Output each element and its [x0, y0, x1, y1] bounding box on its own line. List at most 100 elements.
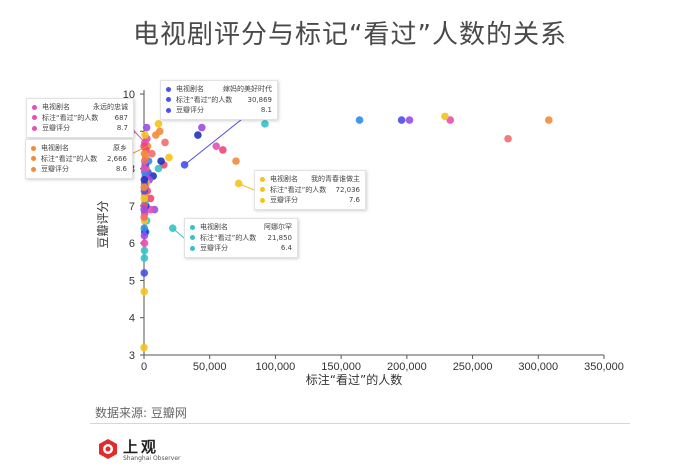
data-point: [161, 138, 169, 147]
legend-dot-icon: [190, 224, 195, 230]
data-point: [140, 149, 149, 158]
data-point: [194, 131, 202, 139]
data-point: [140, 142, 148, 150]
x-tick-label: 300,000: [518, 361, 558, 373]
data-point: [441, 112, 449, 121]
tooltip-row: 豆瓣评分 6.4: [190, 243, 292, 254]
data-point: [140, 194, 149, 203]
x-tick-label: 200,000: [387, 361, 427, 373]
tooltip: 电视剧名 嫁妈的美好时代 标注“看过”的人数 30,869 豆瓣评分 8.1: [160, 80, 278, 120]
tooltip-key: 豆瓣评分: [42, 124, 70, 132]
x-tick-label: 0: [141, 361, 147, 373]
tooltip-row: 标注“看过”的人数 21,850: [190, 233, 292, 244]
tooltip-key: 豆瓣评分: [270, 196, 298, 204]
tooltip-value: 8.6: [115, 165, 127, 173]
tooltip-row: 电视剧名 阿娜尔罕: [190, 222, 292, 233]
tooltip-value: 8.1: [260, 106, 272, 114]
data-point: [148, 149, 156, 158]
legend-dot-icon: [31, 156, 36, 162]
y-tick-label: 3: [129, 350, 135, 362]
data-point: [165, 153, 173, 162]
data-point: [152, 131, 160, 139]
data-point: [140, 254, 149, 262]
tooltip-value: 30,869: [247, 95, 273, 104]
tooltip: 电视剧名 永远的忠诚 标注“看过”的人数 687 豆瓣评分 8.7: [26, 98, 134, 138]
data-point: [232, 157, 240, 165]
tooltip-value: 我的青春谁做主: [311, 175, 360, 183]
x-axis-label: 标注“看过”的人数: [306, 372, 402, 387]
legend-dot-icon: [190, 235, 195, 241]
tooltip-row: 豆瓣评分 8.7: [32, 123, 128, 134]
data-points: [140, 112, 553, 352]
tooltip-row: 豆瓣评分 8.6: [31, 164, 127, 175]
tooltip-key: 标注“看过”的人数: [200, 233, 257, 242]
data-point: [154, 120, 163, 128]
data-point: [140, 343, 148, 352]
data-point: [140, 157, 149, 165]
data-point: [140, 231, 149, 240]
leader-line: [172, 227, 185, 239]
chart-title: 电视剧评分与标记“看过”人数的关系: [133, 20, 567, 50]
tooltip-value: 阿娜尔罕: [264, 223, 292, 231]
y-tick-label: 7: [129, 201, 135, 213]
data-point: [261, 120, 269, 128]
legend-dot-icon: [32, 125, 37, 131]
legend-dot-icon: [260, 187, 265, 193]
data-point: [198, 123, 206, 132]
y-tick-label: 4: [129, 313, 135, 325]
tooltip-key: 豆瓣评分: [41, 165, 69, 173]
data-point: [545, 116, 553, 124]
tooltip-key: 标注“看过”的人数: [176, 95, 233, 104]
data-point: [140, 246, 149, 255]
data-point: [154, 164, 163, 173]
tooltip-row: 标注“看过”的人数 72,036: [260, 185, 360, 196]
tooltip-key: 标注“看过”的人数: [42, 113, 99, 122]
legend-dot-icon: [32, 115, 37, 121]
tooltip-row: 标注“看过”的人数 30,869: [166, 95, 272, 106]
data-point: [140, 213, 148, 221]
y-tick-label: 5: [129, 275, 135, 287]
legend-dot-icon: [166, 107, 171, 113]
data-point: [157, 157, 165, 165]
data-point: [140, 175, 149, 184]
tooltip-key: 电视剧名: [200, 223, 228, 231]
legend-dot-icon: [260, 197, 265, 203]
logo-mark-icon: [99, 439, 117, 459]
tooltip-key: 电视剧名: [41, 144, 69, 152]
x-tick-label: 350,000: [584, 361, 624, 373]
tooltip-key: 豆瓣评分: [200, 244, 228, 252]
legend-dot-icon: [166, 97, 171, 103]
tooltip: 电视剧名 原乡标注“看过”的人数 2,666 豆瓣评分 8.6: [25, 139, 133, 179]
axes: 345678910050,000100,000150,000200,000250…: [96, 89, 624, 387]
tooltip-row: 豆瓣评分 7.6: [260, 195, 360, 206]
data-point: [446, 116, 455, 124]
tooltip: 电视剧名 我的青春谁做主标注“看过”的人数 72,036 豆瓣评分 7.6: [254, 170, 366, 210]
tooltip-key: 豆瓣评分: [176, 106, 204, 114]
legend-dot-icon: [166, 86, 171, 92]
tooltip-key: 电视剧名: [270, 175, 298, 183]
tooltip-value: 8.7: [116, 124, 128, 132]
tooltip-value: 2,666: [106, 154, 127, 163]
x-tick-label: 150,000: [321, 361, 361, 373]
data-point: [397, 116, 406, 124]
data-point: [140, 224, 149, 233]
tooltip-value: 21,850: [267, 233, 293, 242]
tooltip-row: 豆瓣评分 8.1: [166, 105, 272, 116]
legend-dot-icon: [32, 104, 37, 110]
tooltip-row: 电视剧名 嫁妈的美好时代: [166, 84, 272, 95]
tooltip-key: 标注“看过”的人数: [41, 154, 98, 163]
x-tick-label: 250,000: [453, 361, 493, 373]
tooltip-value: 原乡: [113, 144, 127, 152]
tooltip-value: 6.4: [280, 244, 292, 252]
data-point: [140, 287, 148, 296]
data-point: [142, 123, 151, 132]
tooltip-row: 标注“看过”的人数 687: [32, 113, 128, 124]
data-point: [405, 116, 414, 124]
tooltip-value: 72,036: [335, 185, 361, 194]
publisher-logo: 上观 Shanghai Observer: [97, 436, 207, 464]
tooltip-row: 标注“看过”的人数 2,666: [31, 154, 127, 165]
data-point: [140, 205, 148, 214]
tooltip-value: 嫁妈的美好时代: [223, 85, 272, 93]
tooltip-key: 标注“看过”的人数: [270, 185, 327, 194]
